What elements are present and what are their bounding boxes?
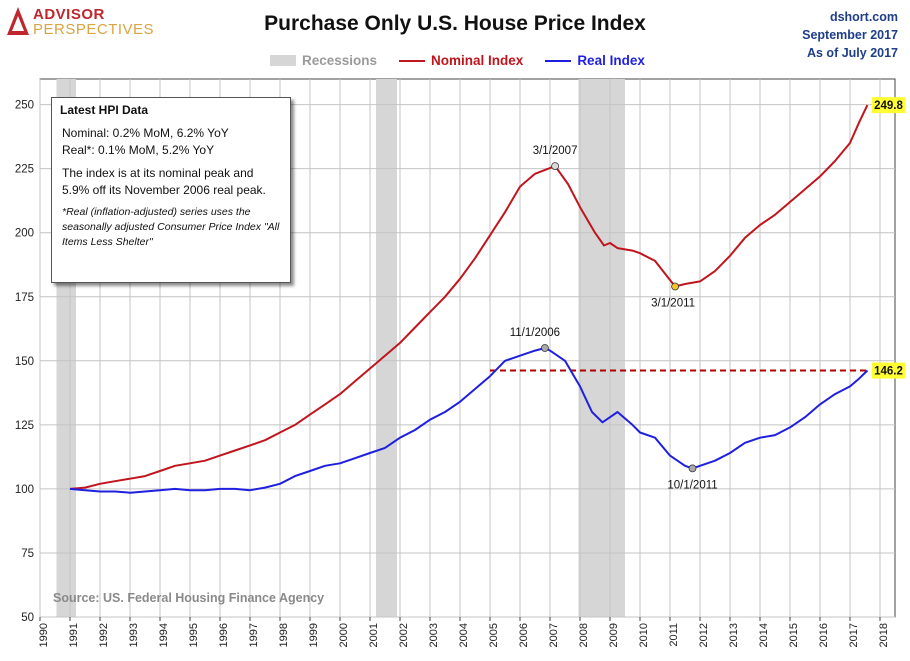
page-title: Purchase Only U.S. House Price Index [264, 12, 646, 35]
meta-site: dshort.com [829, 10, 898, 24]
x-tick-label: 1991 [68, 623, 80, 647]
legend-item-nominal: Nominal Index [399, 53, 523, 68]
annotation-point [541, 344, 549, 352]
end-value-label: 249.8 [874, 100, 903, 112]
x-tick-label: 2012 [698, 623, 710, 647]
x-tick-label: 1992 [98, 623, 110, 647]
legend-label-nominal: Nominal Index [431, 53, 524, 68]
x-tick-label: 1998 [278, 623, 290, 647]
logo-line1: ADVISOR [33, 6, 105, 23]
y-tick-label: 75 [21, 548, 34, 560]
logo-mark-icon [7, 7, 29, 35]
x-tick-label: 1990 [38, 623, 50, 647]
legend-real-swatch [545, 59, 572, 62]
x-tick-label: 2010 [638, 623, 650, 647]
x-tick-label: 2015 [788, 623, 800, 647]
x-tick-label: 2005 [488, 623, 500, 647]
annotation-point [671, 282, 679, 291]
x-tick-label: 2008 [578, 623, 590, 647]
x-tick-label: 2003 [428, 623, 440, 647]
x-tick-label: 2009 [608, 623, 620, 647]
chart-legend: Recessions Nominal Index Real Index [270, 53, 667, 68]
x-tick-label: 1997 [248, 623, 260, 647]
latest-hpi-data-box: Latest HPI Data Nominal: 0.2% MoM, 6.2% … [51, 97, 291, 283]
legend-item-recessions: Recessions [270, 53, 377, 68]
x-tick-label: 2011 [668, 623, 680, 647]
annotation-label: 3/1/2007 [533, 145, 578, 157]
legend-recession-swatch [270, 55, 296, 66]
x-tick-label: 2016 [818, 623, 830, 647]
y-tick-label: 125 [15, 420, 34, 432]
y-tick-label: 50 [21, 612, 34, 624]
recession-band [376, 79, 397, 617]
x-tick-label: 2006 [518, 623, 530, 647]
x-tick-label: 2004 [458, 623, 470, 647]
end-value-badge [872, 97, 905, 114]
recession-band [578, 79, 625, 617]
infobox-paragraph: The index is at its nominal peak and 5.9… [62, 166, 266, 197]
x-tick-label: 1996 [218, 623, 230, 647]
y-tick-label: 225 [15, 164, 34, 176]
legend-label-recessions: Recessions [302, 53, 378, 68]
meta-as-of: As of July 2017 [806, 46, 898, 60]
annotation-label: 11/1/2006 [510, 327, 560, 339]
meta-date: September 2017 [802, 28, 898, 42]
annotation-point [551, 162, 559, 171]
end-value-label: 146.2 [874, 366, 903, 378]
x-tick-label: 2001 [368, 623, 380, 647]
series-lines [69, 104, 869, 494]
x-tick-label: 1995 [188, 623, 200, 647]
real-index-line [69, 347, 869, 494]
annotations: 3/1/2007 3/1/2011 11/1/2006 10/1/2011 249.8 1… [510, 97, 905, 491]
infobox-real-line: Real*: 0.1% MoM, 5.2% YoY [62, 143, 215, 157]
y-tick-label: 175 [15, 292, 34, 304]
infobox-nominal-line: Nominal: 0.2% MoM, 6.2% YoY [62, 126, 229, 140]
x-tick-label: 2018 [878, 623, 890, 647]
source-note: Source: US. Federal Housing Finance Agen… [53, 591, 325, 605]
annotation-point [688, 464, 697, 473]
x-tick-label: 2017 [848, 623, 860, 647]
advisor-perspectives-logo: ADVISOR PERSPECTIVES [6, 4, 154, 44]
axes: 1990 1991 1992 1993 1994 1995 1996 1997 1998 1999… [15, 100, 890, 648]
nominal-index-line [69, 104, 869, 490]
meta-block: dshort.com September 2017 As of July 201… [802, 8, 898, 62]
x-tick-label: 1999 [308, 623, 320, 647]
y-tick-label: 100 [15, 484, 34, 496]
annotation-label: 10/1/2011 [667, 479, 717, 491]
infobox-title: Latest HPI Data [60, 103, 149, 117]
x-tick-label: 2014 [758, 623, 770, 647]
end-value-badge [872, 362, 905, 379]
y-tick-label: 200 [15, 228, 34, 240]
x-tick-label: 1994 [158, 623, 170, 647]
x-tick-label: 2000 [338, 623, 350, 647]
x-tick-label: 1993 [128, 623, 140, 647]
y-tick-label: 250 [15, 100, 34, 112]
annotation-label: 3/1/2011 [651, 298, 695, 310]
legend-label-real: Real Index [577, 53, 645, 68]
legend-item-real: Real Index [545, 53, 645, 68]
x-tick-label: 2007 [548, 623, 560, 647]
logo-line2: PERSPECTIVES [33, 21, 155, 38]
infobox-footnote: *Real (inflation-adjusted) series uses t… [62, 206, 280, 248]
legend-nominal-swatch [399, 59, 426, 62]
y-tick-label: 150 [15, 356, 34, 368]
x-tick-label: 2002 [398, 623, 410, 647]
x-tick-label: 2013 [728, 623, 740, 647]
